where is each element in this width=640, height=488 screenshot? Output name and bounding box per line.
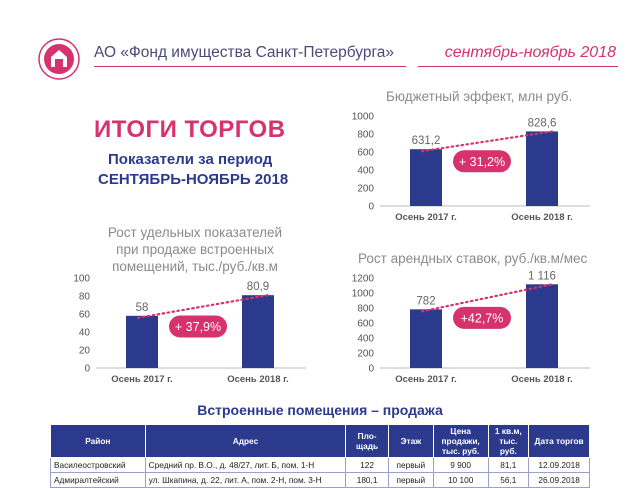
x-tick-label: Осень 2018 г. (227, 374, 289, 385)
cell-floor: первый (387, 472, 434, 488)
column-header: Пло- щадь (345, 424, 389, 458)
cell-address: ул. Шкапина, д. 22, лит. А, пом. 2-Н, по… (144, 472, 347, 488)
bar (126, 315, 158, 368)
cell-address: Средний пр. В.О., д. 48/27, лит. Б, пом.… (144, 457, 347, 473)
data-label: 631,2 (412, 135, 441, 147)
x-tick-label: Осень 2017 г. (395, 212, 457, 223)
growth-badge (453, 150, 511, 173)
unit-chart-title-line: при продаже встроенных (116, 242, 274, 257)
y-tick-label: 600 (357, 319, 374, 330)
column-header: Цена продажи, тыс. руб. (432, 424, 489, 458)
trend-line (136, 294, 270, 319)
bar (526, 131, 558, 206)
data-label: 828,6 (528, 117, 557, 129)
org-name: АО «Фонд имущества Санкт-Петербурга» (94, 44, 395, 61)
bar (410, 149, 442, 206)
trend-line (420, 283, 554, 313)
sales-table: Район Адрес Пло- щадь Этаж Цена продажи,… (50, 424, 590, 488)
bar (410, 309, 442, 368)
cell-date: 26.09.2018 (528, 472, 590, 488)
y-tick-label: 0 (84, 364, 90, 375)
y-tick-label: 800 (357, 130, 374, 141)
y-tick-label: 60 (79, 310, 91, 321)
data-label: 1 116 (528, 270, 556, 282)
table-row: Василеостровский Средний пр. В.О., д. 48… (50, 457, 590, 473)
x-tick-label: Осень 2018 г. (511, 374, 573, 385)
unit-chart-title-line: Рост удельных показателей (107, 225, 283, 240)
y-tick-label: 600 (357, 148, 374, 159)
y-tick-label: 20 (79, 346, 91, 357)
bar (242, 295, 274, 368)
unit-chart: 0 20 40 60 80 100 58 Осень 2017 г. 80,9 Осень 201… (73, 274, 306, 385)
y-tick-label: 0 (368, 202, 374, 213)
growth-badge (453, 306, 511, 329)
y-tick-label: 1200 (352, 274, 375, 285)
growth-label: + 31,2% (459, 155, 505, 169)
x-tick-label: Осень 2017 г. (111, 374, 173, 385)
growth-badge (169, 315, 227, 338)
column-header: Адрес (144, 424, 347, 458)
data-label: 80,9 (247, 281, 269, 293)
x-tick-label: Осень 2017 г. (395, 374, 457, 385)
y-tick-label: 400 (357, 166, 374, 177)
y-tick-label: 80 (79, 292, 91, 303)
trend-line (420, 130, 554, 153)
cell-price: 9 900 (432, 457, 489, 473)
header-divider (94, 66, 406, 67)
cell-price-sqm: 56,1 (487, 472, 530, 488)
cell-district: Адмиралтейский (50, 472, 146, 488)
cell-floor: первый (387, 457, 434, 473)
data-label: 58 (136, 302, 149, 314)
bar (526, 284, 558, 368)
y-tick-label: 100 (73, 274, 90, 285)
page-title: ИТОГИ ТОРГОВ (94, 116, 286, 143)
data-label: 782 (416, 295, 435, 307)
column-header: Этаж (387, 424, 434, 458)
cell-price: 10 100 (432, 472, 489, 488)
table-row: Адмиралтейский ул. Шкапина, д. 22, лит. … (50, 472, 590, 488)
y-tick-label: 200 (357, 349, 374, 360)
y-tick-label: 1000 (352, 289, 375, 300)
logo-emblem (38, 38, 80, 80)
column-header: Дата торгов (528, 424, 590, 458)
growth-label: + 37,9% (175, 320, 221, 334)
column-header: Район (50, 424, 146, 458)
y-tick-label: 40 (79, 328, 91, 339)
cell-area: 180,1 (345, 472, 389, 488)
cell-district: Василеостровский (50, 457, 146, 473)
cell-date: 12.09.2018 (528, 457, 590, 473)
budget-chart: 0 200 400 600 800 1000 631,2 Осень 2017 г. 828,6… (352, 112, 590, 223)
y-tick-label: 800 (357, 304, 374, 315)
cell-price-sqm: 81,1 (487, 457, 530, 473)
column-header: 1 кв.м, тыс. руб. (487, 424, 530, 458)
cell-area: 122 (345, 457, 389, 473)
y-tick-label: 1000 (352, 112, 375, 123)
y-tick-label: 0 (368, 364, 374, 375)
page-period: СЕНТЯБРЬ-НОЯБРЬ 2018 (98, 171, 289, 188)
rent-chart: 0 200 400 600 800 1000 1200 782 Осень 2017 г. 1 1… (352, 270, 590, 385)
table-header-row: Район Адрес Пло- щадь Этаж Цена продажи,… (50, 424, 590, 458)
rent-chart-title: Рост арендных ставок, руб./кв.м/мес (358, 251, 588, 266)
budget-chart-title: Бюджетный эффект, млн руб. (386, 89, 573, 104)
unit-chart-title-line: помещений, тыс./руб./кв.м (112, 259, 278, 274)
growth-label: +42,7% (461, 311, 504, 325)
unit-chart-title: Рост удельных показателей при продаже вс… (102, 224, 288, 275)
header-period: сентябрь-ноябрь 2018 (444, 44, 616, 61)
y-tick-label: 200 (357, 184, 374, 195)
y-tick-label: 400 (357, 334, 374, 345)
page-subtitle: Показатели за период (108, 151, 273, 168)
x-tick-label: Осень 2018 г. (511, 212, 573, 223)
table-title: Встроенные помещения – продажа (197, 402, 443, 418)
header-divider-right (418, 66, 618, 67)
